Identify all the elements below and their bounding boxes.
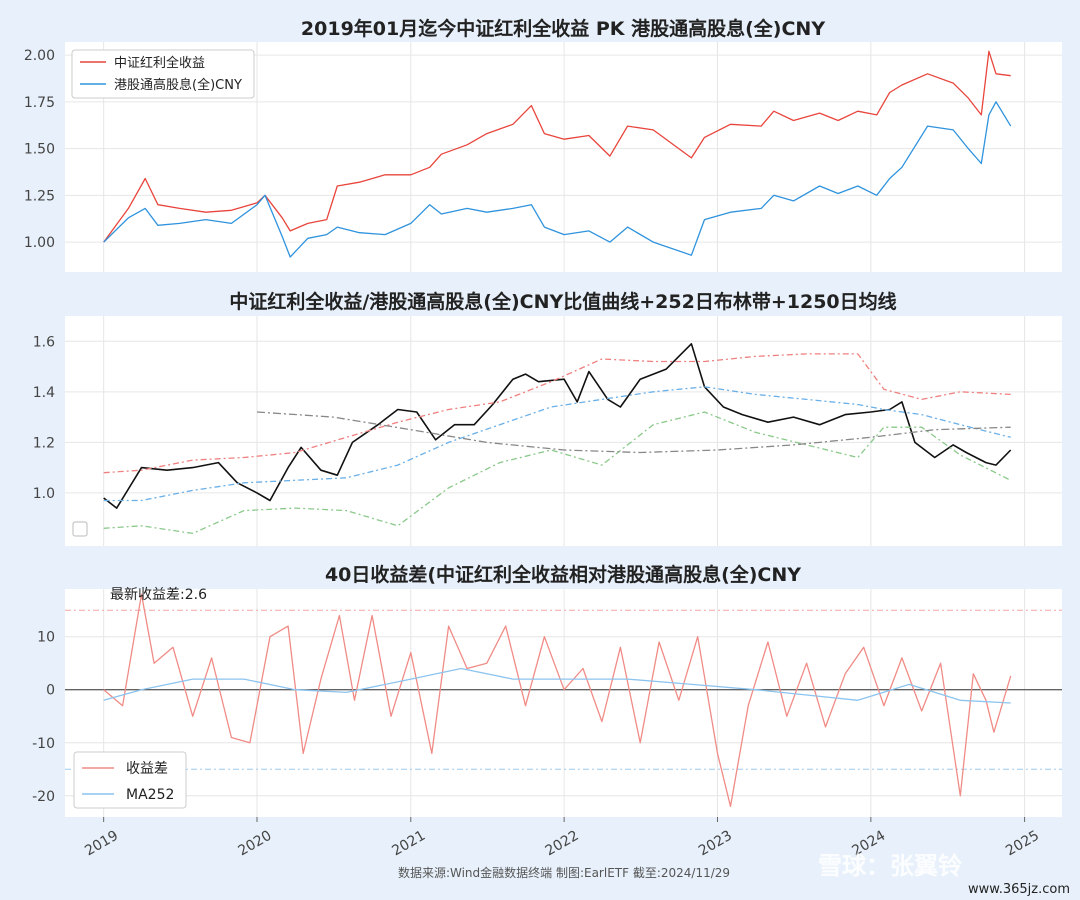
panel-2-title: 中证红利全收益/港股通高股息(全)CNY比值曲线+252日布林带+1250日均线 xyxy=(229,290,896,313)
xtick-label-2019: 2019 xyxy=(82,828,121,860)
panel-1-ytick-label: 2.00 xyxy=(24,48,55,64)
panel-1-legend: 中证红利全收益 港股通高股息(全)CNY xyxy=(71,49,255,99)
panel-2-ytick-label: 1.4 xyxy=(33,385,55,401)
panel-3-series-s0 xyxy=(103,593,1012,808)
panel-3-ytick-label: 0 xyxy=(46,683,55,699)
panel-1-title: 2019年01月迄今中证红利全收益 PK 港股通高股息(全)CNY xyxy=(301,17,825,40)
panel-2-empty-legend xyxy=(72,521,88,537)
latest-spread-annotation: 最新收益差:2.6 xyxy=(110,587,207,603)
panel-1-ytick-label: 1.25 xyxy=(24,188,55,204)
panel-3-plot-area xyxy=(65,589,1062,817)
panel-1-series-s1 xyxy=(103,101,1012,258)
legend-label-spread: 收益差 xyxy=(126,761,168,777)
panel-2-ytick-label: 1.2 xyxy=(33,435,55,451)
xtick-label-2020: 2020 xyxy=(236,828,275,860)
legend-label-hk-dividend: 港股通高股息(全)CNY xyxy=(114,77,242,93)
panel-2-series-bollinger-upper xyxy=(103,353,1011,474)
panel-1-ytick-label: 1.50 xyxy=(24,142,55,158)
panel-2-ytick-label: 1.0 xyxy=(33,486,55,502)
watermark-brand: 雪球：张翼铃 xyxy=(818,852,962,880)
panel-3-title: 40日收益差(中证红利全收益相对港股通高股息(全)CNY xyxy=(325,563,801,586)
panel-3-ytick-label: -20 xyxy=(32,789,55,805)
xtick-label-2023: 2023 xyxy=(696,828,735,860)
panel-2-ytick-label: 1.6 xyxy=(33,334,55,350)
xtick-label-2025: 2025 xyxy=(1003,828,1042,860)
legend-label-dividend: 中证红利全收益 xyxy=(114,55,205,71)
xtick-label-2021: 2021 xyxy=(389,828,428,860)
panel-1-ytick-label: 1.75 xyxy=(24,95,55,111)
series-layer xyxy=(103,50,1012,808)
panel-2-series-ma1250 xyxy=(256,411,1011,454)
panel-2-plot-area xyxy=(65,316,1062,546)
panel-3-ytick-label: -10 xyxy=(32,736,55,752)
panel-3-ytick-label: 10 xyxy=(37,630,55,646)
panel-3-legend: 收益差 MA252 xyxy=(73,751,187,809)
watermark-site: www.365jz.com xyxy=(968,882,1070,897)
panel-1-ytick-label: 1.00 xyxy=(24,235,55,251)
footer-source: 数据来源:Wind金融数据终端 制图:EarlETF 截至:2024/11/29 xyxy=(398,865,730,880)
panel-2-series-ratio xyxy=(103,342,1012,509)
panel-3-series-s1 xyxy=(103,667,1011,704)
legend-label-ma252: MA252 xyxy=(126,787,174,803)
panel-2-series-bollinger-middle xyxy=(103,386,1011,502)
panel-2-series-bollinger-lower xyxy=(103,411,1011,535)
xtick-label-2022: 2022 xyxy=(543,828,582,860)
